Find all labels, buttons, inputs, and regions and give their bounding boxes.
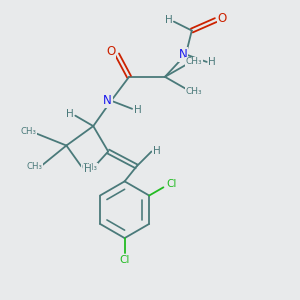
Text: O: O [218, 12, 227, 25]
Text: Cl: Cl [119, 256, 130, 266]
Text: H: H [208, 57, 216, 67]
Text: Cl: Cl [167, 179, 177, 189]
Text: H: H [84, 164, 92, 174]
Text: O: O [106, 45, 115, 58]
Text: CH₃: CH₃ [26, 162, 42, 171]
Text: CH₃: CH₃ [186, 57, 202, 66]
Text: N: N [179, 48, 188, 61]
Text: CH₃: CH₃ [20, 127, 36, 136]
Text: CH₃: CH₃ [82, 164, 98, 172]
Text: H: H [165, 15, 172, 25]
Text: H: H [134, 105, 141, 115]
Text: CH₃: CH₃ [186, 87, 202, 96]
Text: N: N [103, 94, 112, 107]
Text: H: H [153, 146, 161, 157]
Text: H: H [66, 109, 74, 119]
